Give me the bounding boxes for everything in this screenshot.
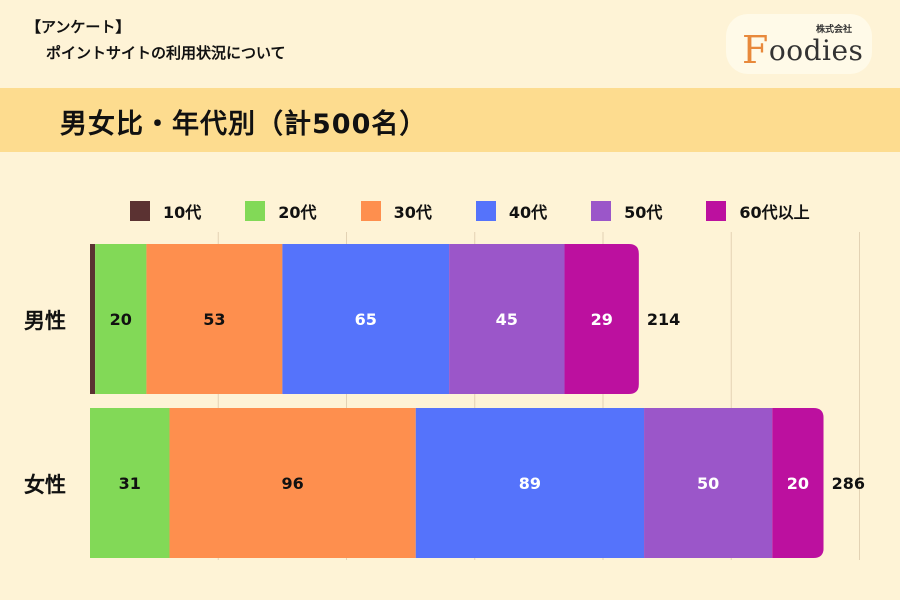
total-label: 286 [832,474,865,493]
bar-segment [282,244,450,394]
data-label: 50 [697,474,719,493]
legend-item: 20代 [245,199,317,223]
legend-swatch [706,201,727,221]
data-label: 29 [591,310,613,329]
legend-item: 50代 [591,199,662,223]
bar-segment [449,244,565,394]
legend-label: 20代 [278,203,317,222]
bar-segment [415,408,645,558]
legend-swatch [245,201,266,221]
legend-label: 30代 [393,203,432,222]
legend-item: 60代以上 [706,199,810,223]
legend-swatch [475,201,496,221]
bar-segment [169,408,416,558]
logo-wordmark: Foodies [742,28,863,72]
data-label: 53 [203,310,225,329]
legend-swatch [360,201,381,221]
bar-group [90,408,824,558]
title-band: 男女比・年代別（計500名） [0,88,900,152]
bar-segment [90,408,170,558]
data-label: 65 [355,310,377,329]
logo-initial: F [742,28,769,72]
bar-segment [644,408,773,558]
chart-title: 男女比・年代別（計500名） [60,109,428,140]
bar-group [90,244,639,394]
legend-label: 10代 [163,203,202,222]
data-label: 31 [119,474,141,493]
legend-item: 30代 [360,199,432,223]
chart-legend: 10代 20代 30代 40代 50代 60代以上 [130,200,810,222]
data-label: 89 [519,474,541,493]
legend-label: 60代以上 [739,203,810,222]
foodies-logo: 株式会社 Foodies [726,14,872,74]
logo-corp-label: 株式会社 [815,25,852,35]
legend-label: 40代 [508,203,548,222]
logo-rest: oodies [768,34,864,67]
legend-swatch [591,201,612,221]
bar-segment [90,244,96,394]
category-label: 女性 [24,473,66,497]
bar-segment [772,408,824,558]
legend-item: 40代 [475,199,548,223]
data-label: 96 [282,474,304,493]
category-label: 男性 [24,309,66,333]
data-label: 45 [496,310,518,329]
data-label: 20 [110,310,132,329]
bar-segment [95,244,147,394]
survey-tag-label: 【アンケート】 [26,18,131,36]
legend-label: 50代 [624,203,663,222]
survey-subtitle: ポイントサイトの利用状況について [46,44,286,62]
legend-item: 10代 [130,199,201,223]
survey-header: 【アンケート】 ポイントサイトの利用状況について [26,14,286,66]
legend-swatch [130,201,150,221]
total-label: 214 [647,310,680,329]
bar-segment [564,244,639,394]
bar-segment [146,244,283,394]
data-label: 20 [787,474,809,493]
